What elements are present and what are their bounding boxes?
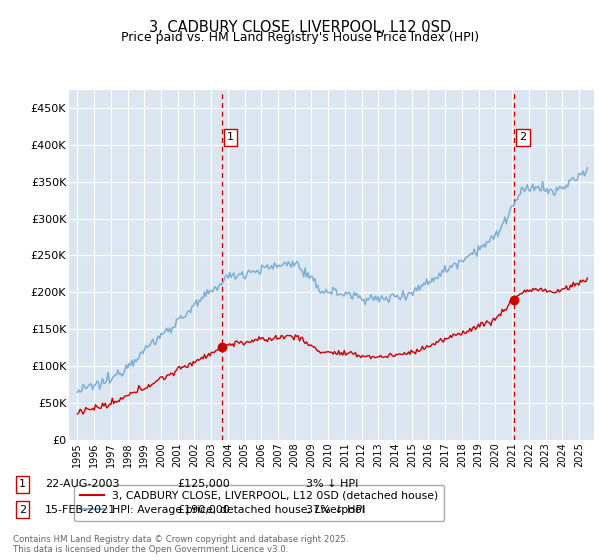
- Text: 3, CADBURY CLOSE, LIVERPOOL, L12 0SD: 3, CADBURY CLOSE, LIVERPOOL, L12 0SD: [149, 20, 451, 35]
- Text: £125,000: £125,000: [177, 479, 230, 489]
- Text: Price paid vs. HM Land Registry's House Price Index (HPI): Price paid vs. HM Land Registry's House …: [121, 31, 479, 44]
- Text: 2: 2: [519, 133, 526, 142]
- Legend: 3, CADBURY CLOSE, LIVERPOOL, L12 0SD (detached house), HPI: Average price, detac: 3, CADBURY CLOSE, LIVERPOOL, L12 0SD (de…: [74, 486, 444, 521]
- Text: 3% ↓ HPI: 3% ↓ HPI: [306, 479, 358, 489]
- Text: 2: 2: [19, 505, 26, 515]
- Text: 37% ↓ HPI: 37% ↓ HPI: [306, 505, 365, 515]
- Text: Contains HM Land Registry data © Crown copyright and database right 2025.
This d: Contains HM Land Registry data © Crown c…: [13, 535, 349, 554]
- Text: 1: 1: [19, 479, 26, 489]
- Text: 22-AUG-2003: 22-AUG-2003: [45, 479, 119, 489]
- Text: £190,000: £190,000: [177, 505, 230, 515]
- Text: 15-FEB-2021: 15-FEB-2021: [45, 505, 116, 515]
- Text: 1: 1: [227, 133, 234, 142]
